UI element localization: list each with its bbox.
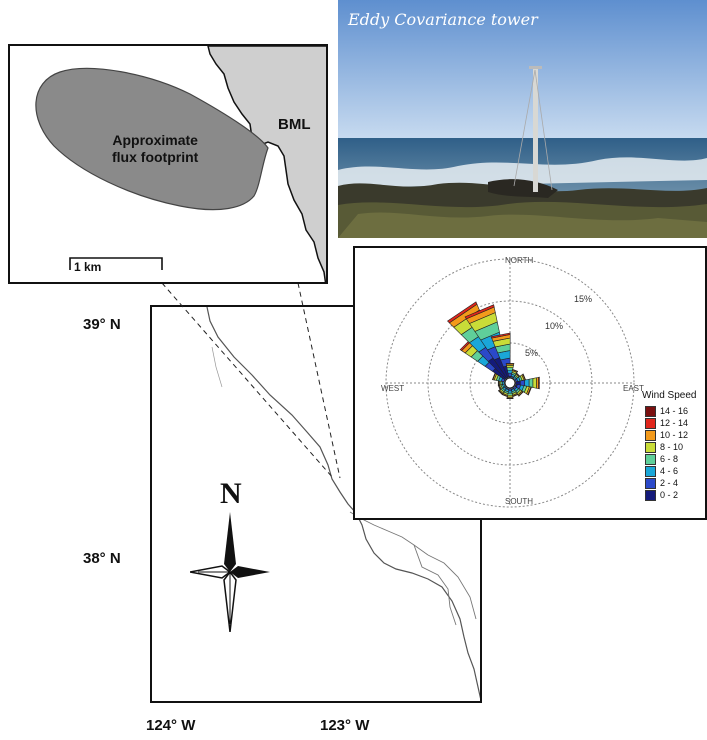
legend-swatch <box>645 453 656 465</box>
legend-item: 2 - 4 <box>645 477 688 489</box>
lat-label-39: 39° N <box>83 316 121 333</box>
legend-label: 10 - 12 <box>660 430 689 440</box>
lon-label-124: 124° W <box>146 717 196 734</box>
tower-photo-image <box>338 0 707 238</box>
wind-speed-legend: 14 - 16 12 - 14 10 - 12 8 - 10 6 - 8 4 - 6 2 -… <box>645 405 688 501</box>
legend-swatch <box>645 417 656 429</box>
rose-label-east: EAST <box>623 384 644 393</box>
compass-north-letter: N <box>220 477 242 510</box>
legend-label: 6 - 8 <box>660 454 679 464</box>
legend-swatch <box>645 489 656 501</box>
legend-label: 2 - 4 <box>660 478 679 488</box>
inset-map-drawing <box>35 46 326 282</box>
rose-center <box>504 377 516 389</box>
rose-ring-label-5: 5% <box>525 348 539 358</box>
legend-item: 6 - 8 <box>645 453 688 465</box>
legend-item: 4 - 6 <box>645 465 688 477</box>
legend-item: 0 - 2 <box>645 489 688 501</box>
rose-petal-segment <box>527 386 533 396</box>
rose-petal-segment <box>512 368 519 373</box>
rose-petal-segment <box>538 376 540 390</box>
rose-petal-segment <box>518 391 524 397</box>
rose-ring-label-15: 15% <box>574 294 593 304</box>
site-label-bml: BML <box>278 116 311 133</box>
rose-ring-label-10: 10% <box>545 321 564 331</box>
legend-label: 4 - 6 <box>660 466 679 476</box>
footprint-label-line1: Approximate <box>112 132 198 148</box>
rose-petal-segment <box>497 390 503 396</box>
scale-bar-label: 1 km <box>74 260 102 274</box>
rose-petal-segment <box>497 385 501 391</box>
footprint-label-line2: flux footprint <box>112 149 199 165</box>
rose-petal-segment <box>506 367 514 371</box>
legend-swatch <box>645 441 656 453</box>
rose-petal-segment <box>506 365 514 368</box>
rose-petal-segment <box>464 304 495 320</box>
legend-label: 0 - 2 <box>660 490 679 500</box>
inset-map: Approximate flux footprint BML 1 km <box>8 44 328 284</box>
lat-label-38: 38° N <box>83 550 121 567</box>
legend-item: 10 - 12 <box>645 429 688 441</box>
rose-petal-segment <box>490 332 511 339</box>
rose-label-south: SOUTH <box>505 497 533 506</box>
wind-rose-panel: NORTH SOUTH EAST WEST 5% 10% 15% Wind Sp… <box>353 246 707 520</box>
legend-title: Wind Speed <box>642 390 697 401</box>
lon-label-123: 123° W <box>320 717 370 734</box>
compass-rose-icon <box>190 512 270 632</box>
legend-swatch <box>645 477 656 489</box>
legend-label: 12 - 14 <box>660 418 689 428</box>
rose-petal-segment <box>536 376 539 390</box>
rose-petal-segment <box>528 378 534 388</box>
tower-photo: Eddy Covariance tower <box>338 0 707 238</box>
footprint-label: Approximate flux footprint <box>112 132 198 166</box>
legend-item: 14 - 16 <box>645 405 688 417</box>
legend-swatch <box>645 429 656 441</box>
legend-label: 14 - 16 <box>660 406 689 416</box>
rose-petal-segment <box>505 363 515 365</box>
legend-item: 12 - 14 <box>645 417 688 429</box>
wind-rose-chart <box>385 258 635 508</box>
rose-petal-segment <box>447 301 478 324</box>
legend-swatch <box>645 405 656 417</box>
rose-label-west: WEST <box>381 384 405 393</box>
legend-label: 8 - 10 <box>660 442 684 452</box>
legend-item: 8 - 10 <box>645 441 688 453</box>
legend-swatch <box>645 465 656 477</box>
photo-title: Eddy Covariance tower <box>348 10 538 29</box>
rose-petal-segment <box>532 377 537 389</box>
rose-label-north: NORTH <box>505 256 534 265</box>
